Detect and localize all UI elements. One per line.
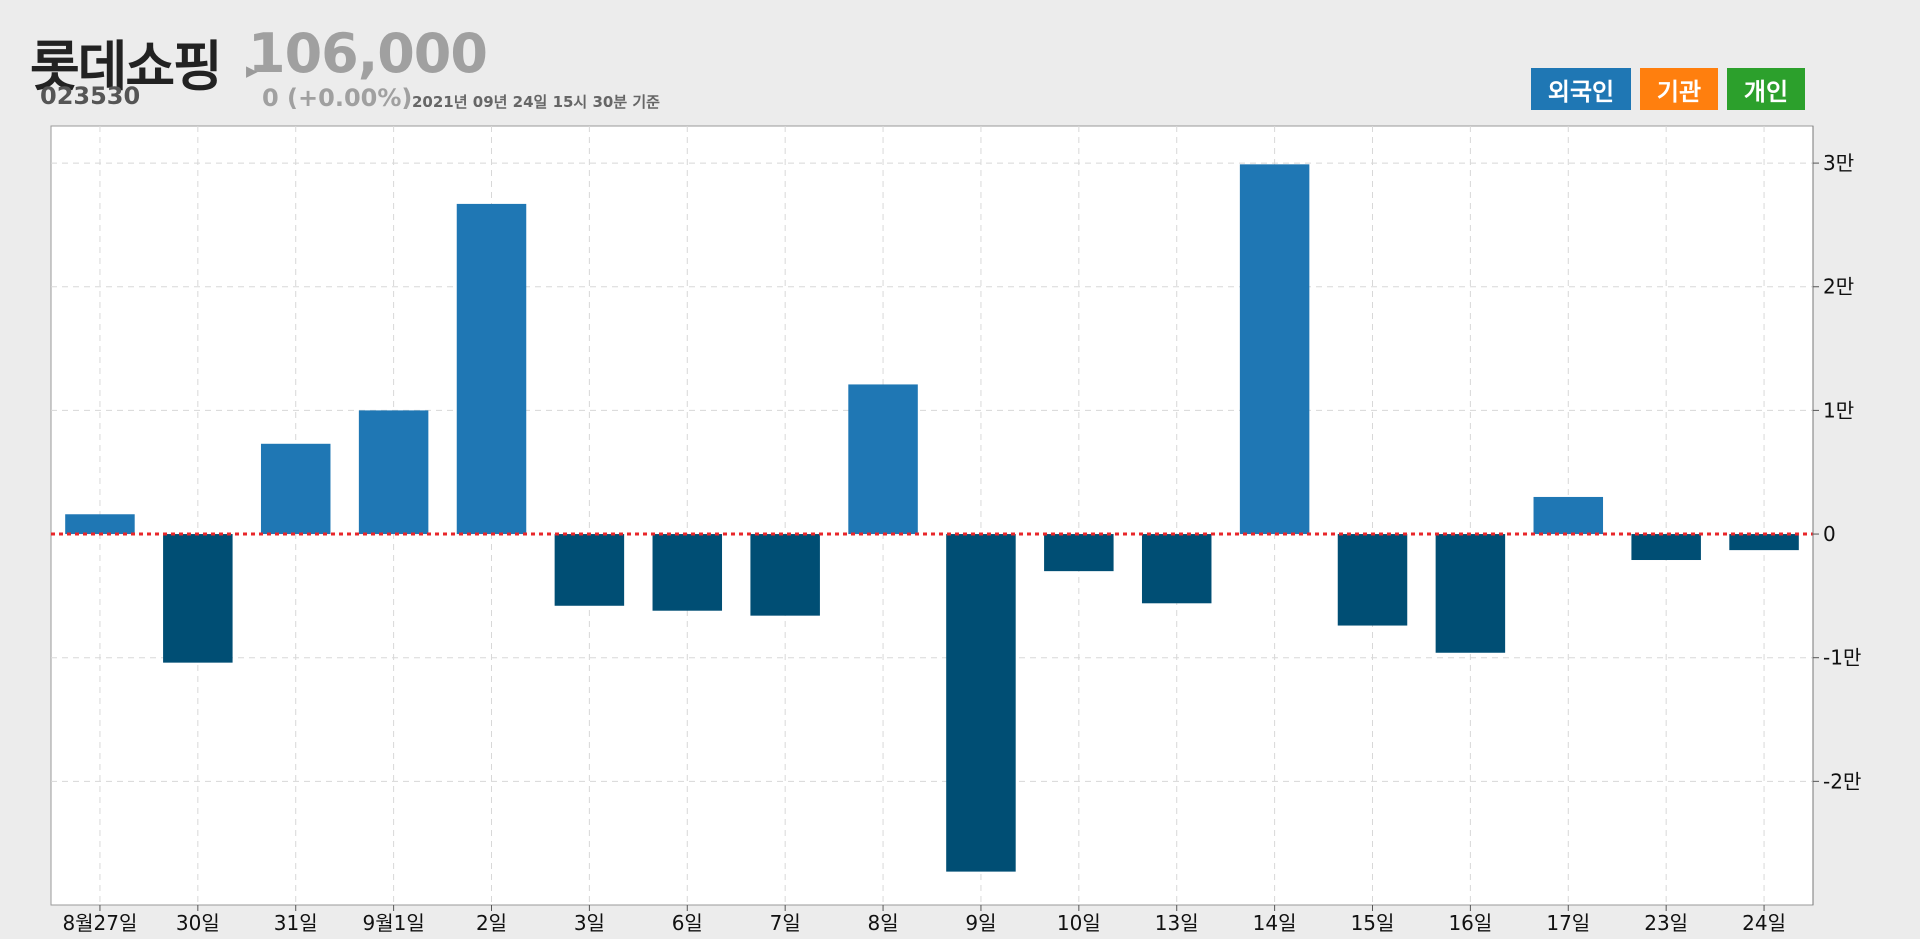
x-tick-label: 16일 (1448, 911, 1492, 935)
plot-area (50, 125, 1814, 906)
bar[interactable] (1239, 164, 1310, 535)
y-tick-label: 1만 (1823, 398, 1854, 422)
bar[interactable] (260, 443, 331, 535)
bar[interactable] (946, 534, 1016, 872)
x-tick-label: 6일 (672, 911, 703, 935)
x-tick-label: 9일 (965, 911, 996, 935)
x-tick-label: 8일 (867, 911, 898, 935)
foreign-investor-button[interactable]: 외국인 (1531, 68, 1631, 110)
stock-header: 롯데쇼핑 023530 106,000 ▶ 0 (+0.00%) 2021년 0… (0, 0, 1920, 125)
bar[interactable] (848, 384, 918, 535)
stock-code: 023530 (40, 82, 141, 110)
bar[interactable] (1337, 534, 1408, 626)
bar[interactable] (163, 534, 233, 663)
bars (65, 164, 1799, 872)
x-tick-label: 13일 (1155, 911, 1199, 935)
x-tick-label: 2일 (476, 911, 507, 935)
bar[interactable] (1435, 534, 1506, 653)
y-tick-label: 0 (1823, 522, 1836, 546)
x-tick-label: 10일 (1057, 911, 1101, 935)
bar[interactable] (456, 203, 527, 535)
stock-price: 106,000 (248, 22, 488, 85)
bar[interactable] (358, 410, 429, 535)
x-tick-label: 23일 (1644, 911, 1688, 935)
bar[interactable] (750, 534, 820, 616)
y-tick-label: -2만 (1823, 769, 1861, 793)
price-change: 0 (+0.00%) (262, 84, 413, 112)
x-tick-label: 8월27일 (62, 911, 137, 935)
bar[interactable] (1729, 534, 1799, 551)
institution-button[interactable]: 기관 (1640, 68, 1718, 110)
y-tick-label: -1만 (1823, 646, 1861, 670)
as-of-timestamp: 2021년 09년 24일 15시 30분 기준 (412, 93, 660, 111)
x-tick-label: 15일 (1351, 911, 1395, 935)
bar[interactable] (554, 534, 625, 606)
x-tick-label: 30일 (176, 911, 220, 935)
stock-name: 롯데쇼핑 (30, 35, 223, 98)
bar[interactable] (1533, 496, 1604, 535)
x-tick-label: 24일 (1742, 911, 1786, 935)
bar[interactable] (65, 514, 135, 535)
y-tick-label: 3만 (1823, 151, 1854, 175)
change-arrow-icon: ▶ (246, 62, 258, 80)
bar[interactable] (1141, 534, 1212, 604)
y-tick-label: 2만 (1823, 275, 1854, 299)
axes: 8월27일 30일 31일 9월1일 2일 3일 6일 7일 8일 9일 10일 13일 14일 15일 1… (62, 126, 1861, 935)
bar[interactable] (1044, 534, 1114, 572)
grid-lines (51, 126, 1813, 905)
x-tick-label: 9월1일 (362, 911, 424, 935)
bar[interactable] (652, 534, 723, 611)
bar[interactable] (1631, 534, 1701, 561)
x-tick-label: 7일 (770, 911, 801, 935)
x-tick-label: 17일 (1546, 911, 1590, 935)
x-tick-label: 3일 (574, 911, 605, 935)
x-tick-label: 14일 (1253, 911, 1297, 935)
x-tick-label: 31일 (274, 911, 318, 935)
individual-button[interactable]: 개인 (1727, 68, 1805, 110)
